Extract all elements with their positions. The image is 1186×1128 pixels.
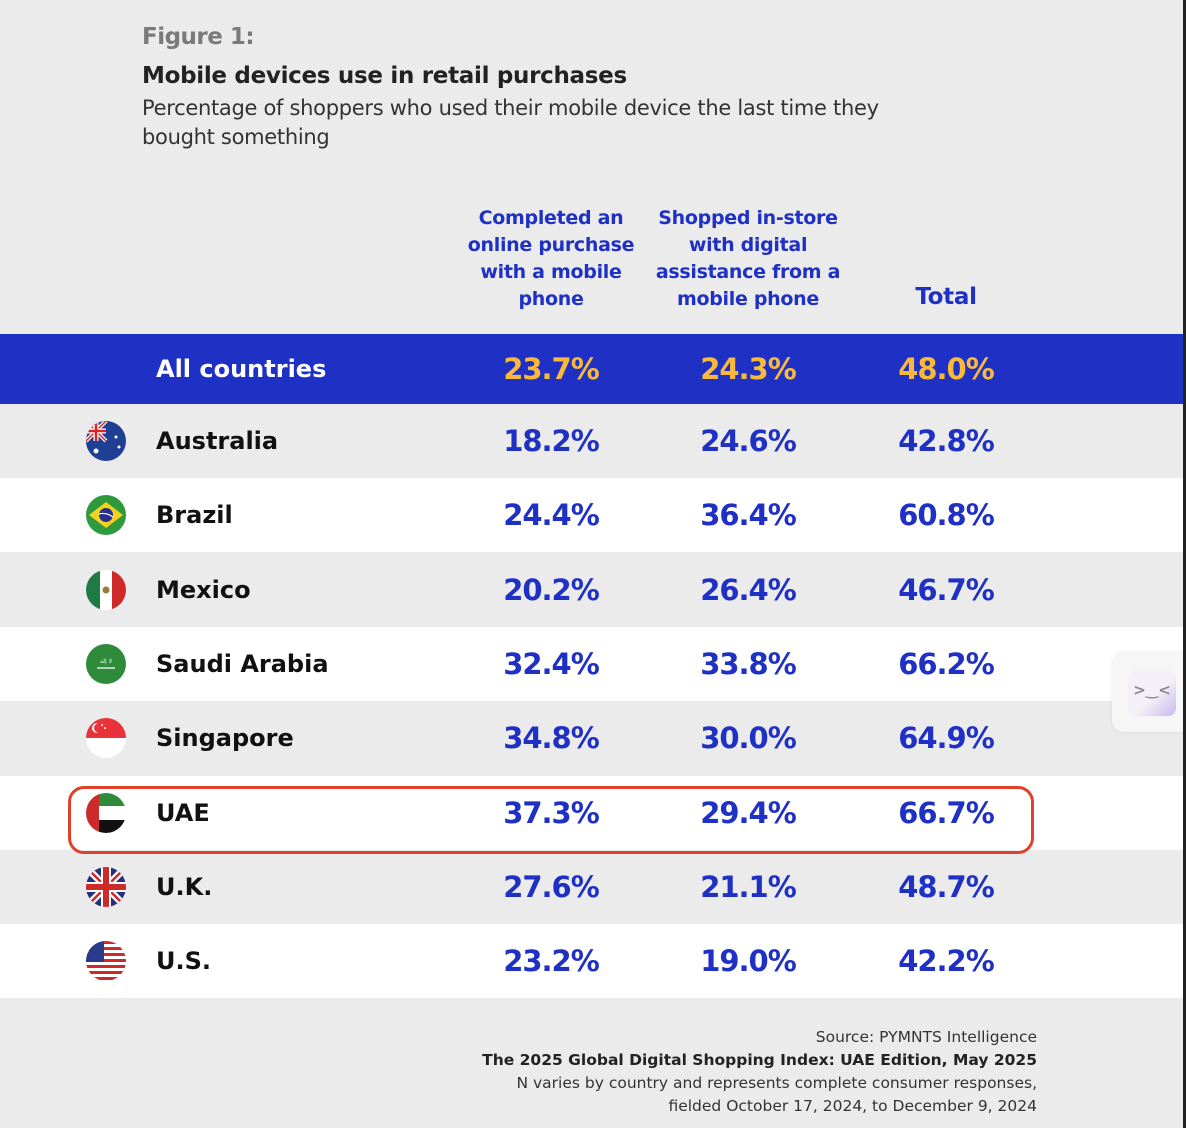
value-instore: 26.4% <box>700 572 797 607</box>
summary-value-online: 23.7% <box>503 352 600 386</box>
figure-label: Figure 1: <box>142 24 255 50</box>
table-row: Brazil 24.4% 36.4% 60.8% <box>0 478 1186 553</box>
value-online: 23.2% <box>503 944 600 979</box>
footer-note-dates: fielded October 17, 2024, to December 9,… <box>668 1097 1037 1115</box>
country-name: Australia <box>156 427 279 455</box>
country-name: Brazil <box>156 501 233 530</box>
summary-label: All countries <box>156 355 327 383</box>
us-flag-icon <box>86 941 126 982</box>
country-name: Singapore <box>156 724 294 753</box>
value-instore: 29.4% <box>700 795 797 830</box>
value-online: 32.4% <box>503 646 600 681</box>
table-row: Mexico 20.2% 26.4% 46.7% <box>0 552 1186 627</box>
value-online: 34.8% <box>503 721 600 756</box>
value-total: 64.9% <box>898 721 995 756</box>
value-online: 20.2% <box>503 572 600 607</box>
value-online: 37.3% <box>503 795 600 830</box>
country-name: U.K. <box>156 872 213 901</box>
value-instore: 30.0% <box>700 721 797 756</box>
footer-note: N varies by country and represents compl… <box>516 1074 1037 1092</box>
table-row: لا إله Saudi Arabia 32.4% 33.8% 66.2% <box>0 626 1186 701</box>
column-header-instore: Shopped in-store with digital assistance… <box>655 207 841 310</box>
assistant-face-icon: >‿< <box>1128 670 1176 716</box>
chart-subtitle: Percentage of shoppers who used their mo… <box>142 96 879 149</box>
value-instore: 24.6% <box>700 424 797 458</box>
column-header-online: Completed an online purchase with a mobi… <box>467 207 635 310</box>
value-instore: 21.1% <box>700 869 797 904</box>
assistant-widget-button[interactable]: >‿< <box>1112 652 1186 732</box>
country-name: U.S. <box>156 947 212 976</box>
table-row: Singapore 34.8% 30.0% 64.9% <box>0 701 1186 776</box>
uae-flag-icon <box>86 792 126 833</box>
footer-report: The 2025 Global Digital Shopping Index: … <box>482 1051 1037 1069</box>
australia-flag-icon <box>86 421 126 461</box>
summary-value-total: 48.0% <box>898 352 995 386</box>
mexico-flag-icon <box>86 569 126 610</box>
value-online: 18.2% <box>503 424 600 458</box>
value-total: 46.7% <box>898 572 995 607</box>
uk-flag-icon <box>86 866 126 907</box>
singapore-flag-icon <box>86 718 126 759</box>
value-instore: 19.0% <box>700 944 797 979</box>
value-online: 27.6% <box>503 869 600 904</box>
svg-text:لا إله: لا إله <box>100 658 112 665</box>
country-name: UAE <box>156 798 210 827</box>
table-row: U.S. 23.2% 19.0% 42.2% <box>0 924 1186 999</box>
footer: Source: PYMNTS Intelligence The 2025 Glo… <box>482 1026 1037 1118</box>
uae-highlight-outline <box>68 786 1034 854</box>
value-online: 24.4% <box>503 498 600 533</box>
value-total: 48.7% <box>898 869 995 904</box>
footer-source: Source: PYMNTS Intelligence <box>815 1028 1037 1046</box>
table-row: Australia 18.2% 24.6% 42.8% <box>0 404 1186 478</box>
column-header-total: Total <box>915 284 977 310</box>
value-total: 66.2% <box>898 646 995 681</box>
brazil-flag-icon <box>86 495 126 536</box>
chart-title: Mobile devices use in retail purchases <box>142 63 627 89</box>
value-total: 60.8% <box>898 498 995 533</box>
summary-value-instore: 24.3% <box>700 352 797 386</box>
summary-row: All countries 23.7% 24.3% 48.0% <box>0 334 1186 404</box>
value-total: 42.8% <box>898 424 995 458</box>
scrollbar[interactable] <box>1183 0 1186 1128</box>
value-instore: 36.4% <box>700 498 797 533</box>
saudi-arabia-flag-icon: لا إله <box>86 643 126 684</box>
country-name: Saudi Arabia <box>156 649 329 678</box>
value-instore: 33.8% <box>700 646 797 681</box>
value-total: 66.7% <box>898 795 995 830</box>
country-name: Mexico <box>156 575 251 604</box>
table-row: U.K. 27.6% 21.1% 48.7% <box>0 849 1186 924</box>
value-total: 42.2% <box>898 944 995 979</box>
